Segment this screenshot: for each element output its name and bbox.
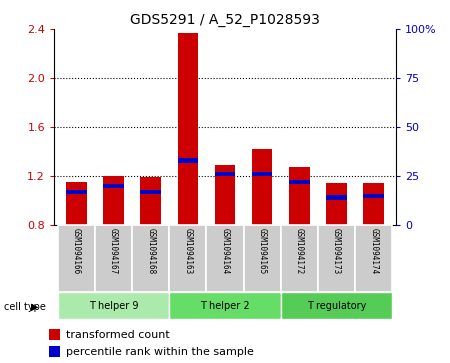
Bar — [364, 193, 384, 198]
Bar — [318, 225, 355, 292]
Bar — [289, 167, 310, 225]
Bar — [132, 225, 169, 292]
Bar — [326, 195, 347, 200]
Text: GSM1094165: GSM1094165 — [258, 228, 267, 275]
Bar — [281, 225, 318, 292]
Text: transformed count: transformed count — [66, 330, 170, 340]
Bar — [49, 329, 59, 340]
Bar — [355, 225, 392, 292]
Text: ▶: ▶ — [31, 302, 38, 312]
Text: GSM1094173: GSM1094173 — [332, 228, 341, 275]
Text: percentile rank within the sample: percentile rank within the sample — [66, 347, 254, 356]
Bar — [215, 165, 235, 225]
Bar — [289, 180, 310, 184]
Bar — [66, 182, 86, 225]
Bar — [140, 177, 161, 225]
Bar — [66, 189, 86, 194]
Text: GSM1094166: GSM1094166 — [72, 228, 81, 275]
Text: GSM1094164: GSM1094164 — [220, 228, 230, 275]
Text: T helper 2: T helper 2 — [200, 301, 250, 311]
Bar — [169, 225, 207, 292]
Text: T helper 9: T helper 9 — [89, 301, 138, 311]
Text: GSM1094174: GSM1094174 — [369, 228, 378, 275]
Bar — [58, 292, 169, 319]
Bar — [178, 158, 198, 163]
Bar — [169, 292, 281, 319]
Bar — [95, 225, 132, 292]
Text: GSM1094167: GSM1094167 — [109, 228, 118, 275]
Text: cell type: cell type — [4, 302, 46, 312]
Bar — [207, 225, 243, 292]
Bar — [243, 225, 281, 292]
Bar — [252, 172, 272, 176]
Bar — [49, 346, 59, 357]
Text: GSM1094163: GSM1094163 — [183, 228, 192, 275]
Bar — [364, 183, 384, 225]
Bar — [140, 189, 161, 194]
Text: GSM1094168: GSM1094168 — [146, 228, 155, 275]
Bar — [281, 292, 392, 319]
Bar — [215, 172, 235, 176]
Bar — [326, 183, 347, 225]
Title: GDS5291 / A_52_P1028593: GDS5291 / A_52_P1028593 — [130, 13, 320, 26]
Bar — [103, 184, 124, 188]
Text: T regulatory: T regulatory — [307, 301, 366, 311]
Bar — [58, 225, 95, 292]
Text: GSM1094172: GSM1094172 — [295, 228, 304, 275]
Bar — [103, 176, 124, 225]
Bar — [252, 149, 272, 225]
Bar — [178, 33, 198, 225]
